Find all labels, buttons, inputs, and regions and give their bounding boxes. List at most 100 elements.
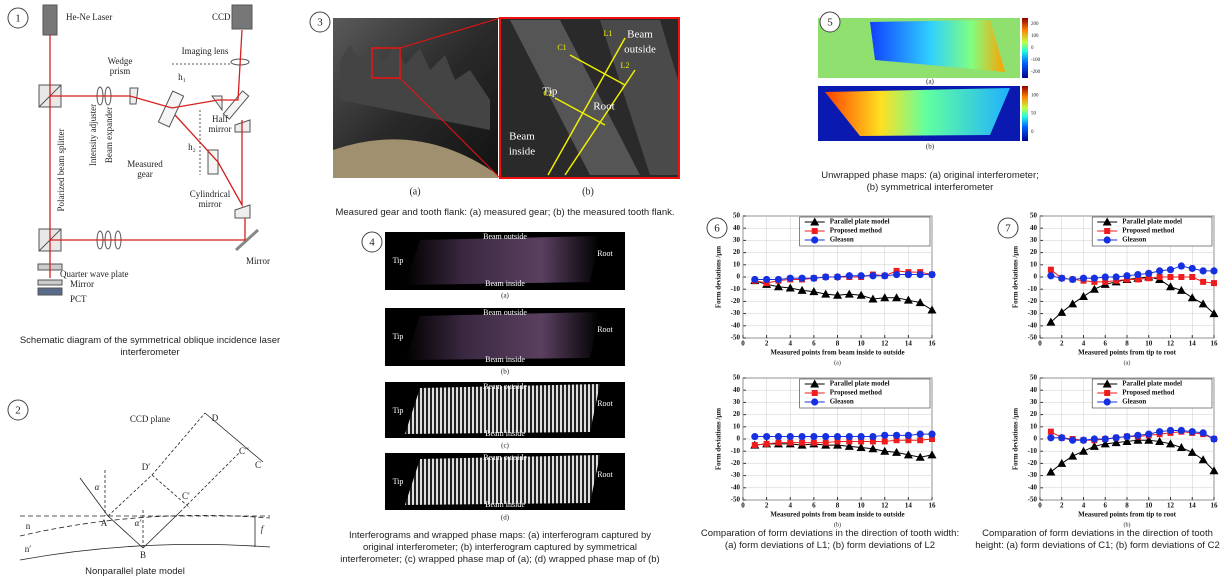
- label: Root: [597, 325, 613, 334]
- label: -100: [1031, 58, 1041, 63]
- marker: [1069, 276, 1076, 283]
- label: 100: [1031, 34, 1039, 39]
- x-axis-label: Measured points from tip to root: [1078, 511, 1176, 519]
- marker: [1200, 267, 1207, 274]
- label: inside: [509, 146, 535, 158]
- x-tick-label: 12: [1167, 502, 1175, 510]
- marker: [881, 272, 888, 279]
- marker: [1048, 267, 1054, 273]
- marker: [1113, 273, 1120, 280]
- marker: [811, 440, 817, 446]
- marker: [787, 275, 794, 282]
- x-axis-label: Measured points from tip to root: [1078, 349, 1176, 357]
- label: Wedge: [108, 56, 133, 66]
- marker: [846, 272, 853, 279]
- x-tick-label: 10: [1145, 502, 1153, 510]
- y-tick-label: 50: [1030, 374, 1038, 382]
- label: Beam outside: [483, 232, 527, 241]
- y-tick-label: 10: [733, 422, 741, 430]
- marker: [1058, 434, 1065, 441]
- y-tick-label: 50: [733, 212, 741, 220]
- x-tick-label: 2: [1060, 340, 1064, 348]
- panel-number: 7: [1005, 223, 1011, 235]
- label: n: [26, 521, 31, 531]
- y-tick-label: 20: [733, 410, 741, 418]
- marker: [798, 433, 805, 440]
- label: gear: [137, 169, 153, 179]
- legend-label: Gleason: [830, 398, 854, 406]
- x-tick-label: 16: [1211, 340, 1219, 348]
- x-tick-label: 4: [1082, 340, 1086, 348]
- label: n′: [25, 544, 32, 554]
- marker: [799, 440, 805, 446]
- label: α: [95, 482, 100, 492]
- marker: [764, 441, 770, 447]
- label: Quarter wave plate: [60, 269, 128, 279]
- x-tick-label: 6: [812, 502, 816, 510]
- marker: [1189, 274, 1195, 280]
- marker: [834, 433, 841, 440]
- marker: [822, 273, 829, 280]
- caption: Comparation of form deviations in the di…: [975, 528, 1220, 552]
- label: B: [140, 550, 146, 560]
- figure-page: 1234567He-Ne LaserCCDWedgeprismImaging l…: [0, 0, 1222, 577]
- label: Tip: [393, 332, 404, 341]
- label: (a): [409, 186, 420, 197]
- y-tick-label: 30: [733, 398, 741, 406]
- label: Cylindrical: [190, 189, 231, 199]
- label: Root: [597, 470, 613, 479]
- x-tick-label: 2: [1060, 502, 1064, 510]
- marker: [834, 273, 841, 280]
- marker: [1058, 275, 1065, 282]
- label: C′: [182, 491, 190, 501]
- marker: [823, 440, 829, 446]
- legend-marker: [812, 228, 818, 234]
- x-tick-label: 0: [1038, 340, 1042, 348]
- marker: [1167, 266, 1174, 273]
- y-tick-label: -50: [731, 496, 741, 504]
- marker: [810, 433, 817, 440]
- y-tick-label: -10: [731, 447, 741, 455]
- label: C2: [543, 89, 552, 98]
- marker: [1167, 427, 1174, 434]
- marker: [869, 272, 876, 279]
- label: Beam outside: [483, 308, 527, 317]
- label: mirror: [199, 199, 222, 209]
- label: h₁: [178, 72, 186, 82]
- x-tick-label: 8: [1125, 340, 1129, 348]
- marker: [1200, 429, 1207, 436]
- marker: [752, 442, 758, 448]
- marker: [1211, 280, 1217, 286]
- label: (c): [501, 442, 509, 450]
- y-tick-label: -30: [1028, 309, 1038, 317]
- label: Tip: [393, 406, 404, 415]
- marker: [905, 432, 912, 439]
- label: Imaging lens: [182, 46, 229, 56]
- legend-marker: [1104, 390, 1110, 396]
- y-tick-label: 20: [1030, 248, 1038, 256]
- x-tick-label: 0: [1038, 502, 1042, 510]
- y-tick-label: 10: [733, 260, 741, 268]
- panel-number: 3: [317, 17, 323, 29]
- y-tick-label: -40: [731, 321, 741, 329]
- marker: [1210, 267, 1217, 274]
- y-tick-label: -50: [1028, 496, 1038, 504]
- marker: [917, 271, 924, 278]
- x-tick-label: 16: [929, 502, 937, 510]
- y-tick-label: 20: [1030, 410, 1038, 418]
- x-tick-label: 6: [1104, 340, 1108, 348]
- label: Mirror: [246, 256, 270, 266]
- x-tick-label: 4: [1082, 502, 1086, 510]
- marker: [751, 276, 758, 283]
- marker: [846, 433, 853, 440]
- label: Beam: [627, 29, 653, 41]
- x-tick-label: 8: [836, 340, 840, 348]
- marker: [1047, 272, 1054, 279]
- label: L1: [604, 29, 613, 38]
- caption: Nonparallel plate model: [20, 566, 250, 577]
- label: Beam expander: [104, 107, 114, 163]
- label: Beam: [509, 131, 535, 143]
- label: Half: [212, 114, 228, 124]
- legend-label: Parallel plate model: [1122, 218, 1182, 226]
- label: (d): [501, 514, 510, 522]
